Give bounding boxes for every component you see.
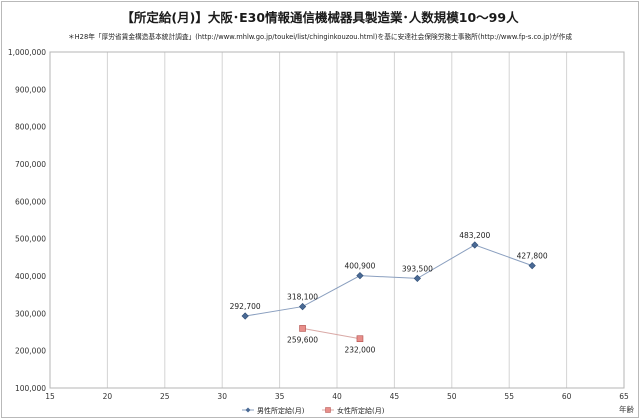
y-tick-label: 200,000: [15, 347, 46, 356]
data-point: [356, 335, 364, 343]
data-label: 292,700: [230, 302, 261, 311]
y-tick-label: 100,000: [15, 384, 46, 393]
chart-title: 【所定給(月)】大阪･E30情報通信機械器具製造業･人数規模10～99人: [121, 10, 519, 25]
x-tick-label: 60: [562, 392, 572, 401]
data-label: 427,800: [517, 252, 548, 261]
grid-lines: [106, 52, 568, 388]
data-label: 393,500: [402, 264, 433, 273]
series-line: [245, 244, 533, 317]
y-tick-label: 700,000: [15, 160, 46, 169]
data-label: 318,100: [287, 293, 318, 302]
x-tick-label: 20: [103, 392, 113, 401]
y-tick-label: 800,000: [15, 123, 46, 132]
y-tick-label: 500,000: [15, 235, 46, 244]
y-tick-label: 1,000,000: [8, 48, 46, 57]
data-point: [471, 241, 479, 249]
plot-area: [49, 51, 625, 389]
series-line: [302, 327, 361, 340]
legend-label: 男性所定給(月): [257, 406, 305, 415]
legend-marker: [325, 407, 331, 413]
data-label: 483,200: [459, 231, 490, 240]
x-tick-label: 40: [332, 392, 342, 401]
x-tick-label: 65: [619, 392, 629, 401]
data-point: [299, 325, 306, 332]
data-label: 400,900: [344, 262, 375, 271]
x-tick-label: 25: [160, 392, 170, 401]
x-tick-label: 45: [390, 392, 400, 401]
x-tick-label: 15: [45, 392, 55, 401]
y-tick-label: 900,000: [15, 85, 46, 94]
data-point: [241, 312, 249, 320]
y-tick-label: 400,000: [15, 272, 46, 281]
legend: 男性所定給(月) 女性所定給(月): [242, 406, 385, 415]
chart-subtitle: ＊H28年「厚労省賃金構造基本統計調査」(http://www.mhlw.go.…: [67, 33, 573, 41]
data-label: 232,000: [344, 346, 375, 355]
x-tick-label: 35: [275, 392, 285, 401]
x-tick-label: 30: [217, 392, 227, 401]
x-axis-label: 年齢: [619, 404, 634, 414]
y-axis-ticks: 100,000 200,000 300,000 400,000 500,000 600,0…: [8, 48, 46, 393]
x-tick-label: 50: [447, 392, 457, 401]
y-tick-label: 300,000: [15, 309, 46, 318]
data-point: [528, 261, 536, 270]
data-point: [356, 272, 364, 280]
data-label: 259,600: [287, 335, 318, 344]
x-tick-label: 55: [504, 392, 514, 401]
series-layer: 292,700 318,100 400,900 393,500 483,200 427,8…: [230, 231, 548, 355]
data-point: [298, 302, 307, 311]
data-point: [413, 274, 421, 283]
x-axis-ticks: 15 20 25 30 35 40 45 50 55 60 65: [45, 392, 629, 401]
legend-marker: [245, 407, 251, 413]
legend-label: 女性所定給(月): [337, 406, 385, 415]
y-tick-label: 600,000: [15, 197, 46, 206]
